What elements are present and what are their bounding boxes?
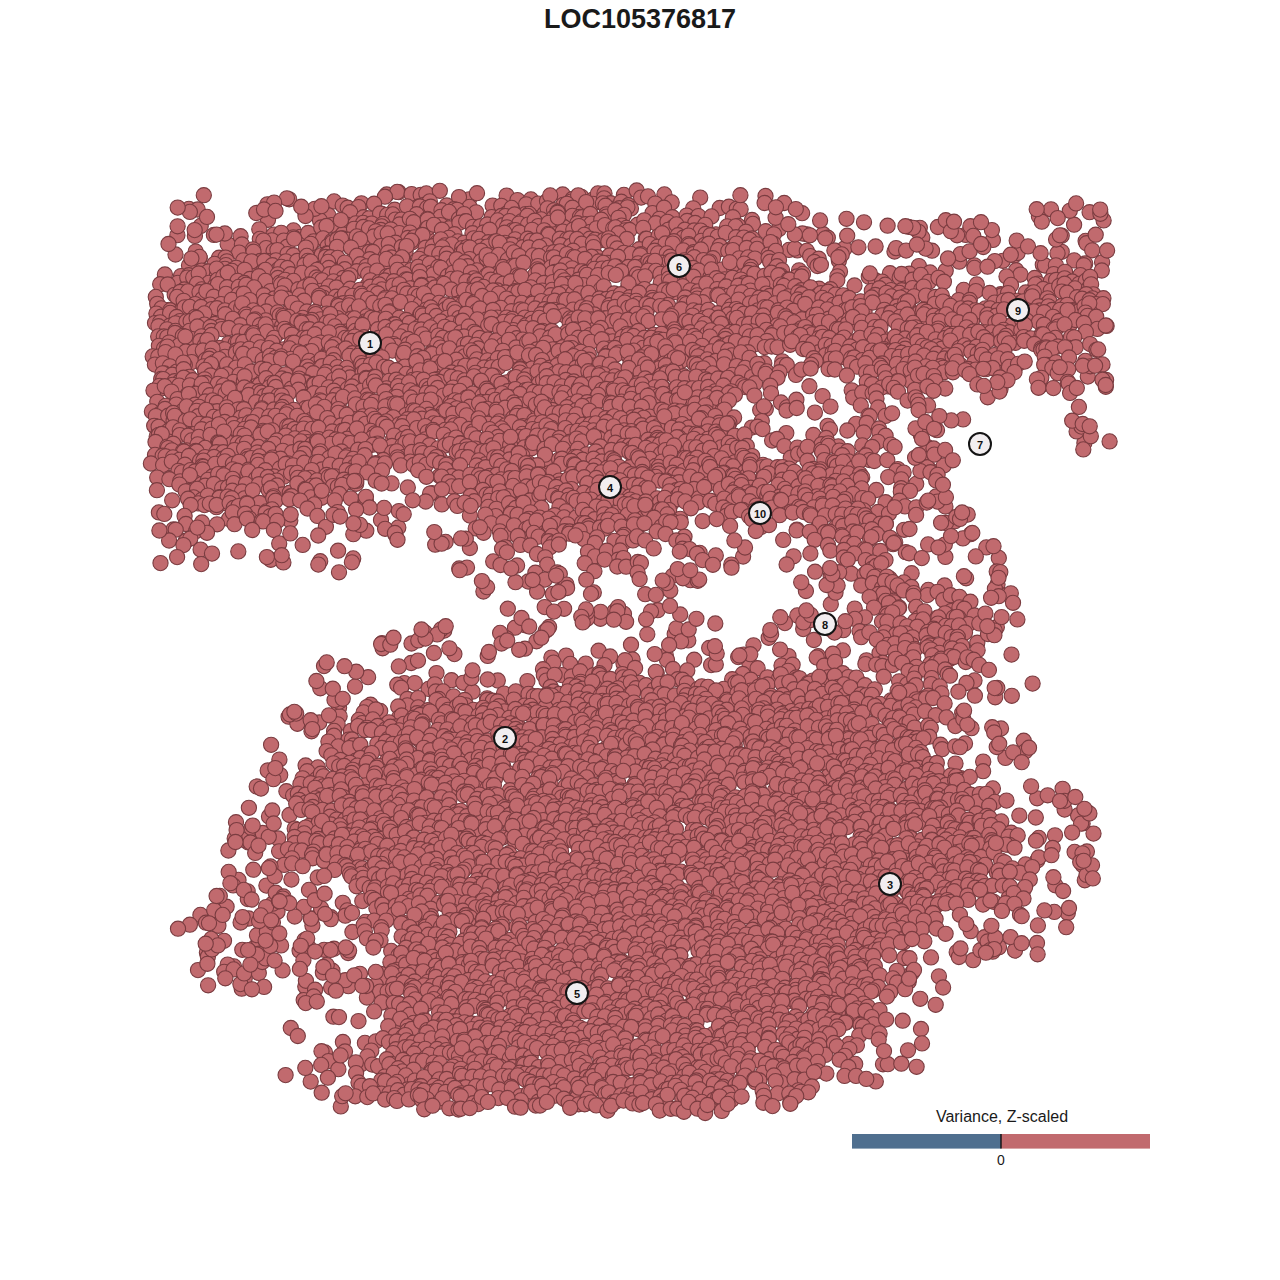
svg-text:5: 5 bbox=[574, 988, 580, 1000]
svg-text:3: 3 bbox=[887, 879, 893, 891]
svg-text:8: 8 bbox=[822, 619, 828, 631]
svg-text:10: 10 bbox=[754, 508, 766, 520]
svg-text:4: 4 bbox=[607, 482, 614, 494]
svg-text:9: 9 bbox=[1015, 305, 1021, 317]
svg-text:1: 1 bbox=[367, 338, 373, 350]
svg-text:6: 6 bbox=[676, 261, 682, 273]
svg-text:0: 0 bbox=[997, 1152, 1005, 1168]
svg-text:2: 2 bbox=[502, 733, 508, 745]
svg-text:7: 7 bbox=[977, 439, 983, 451]
